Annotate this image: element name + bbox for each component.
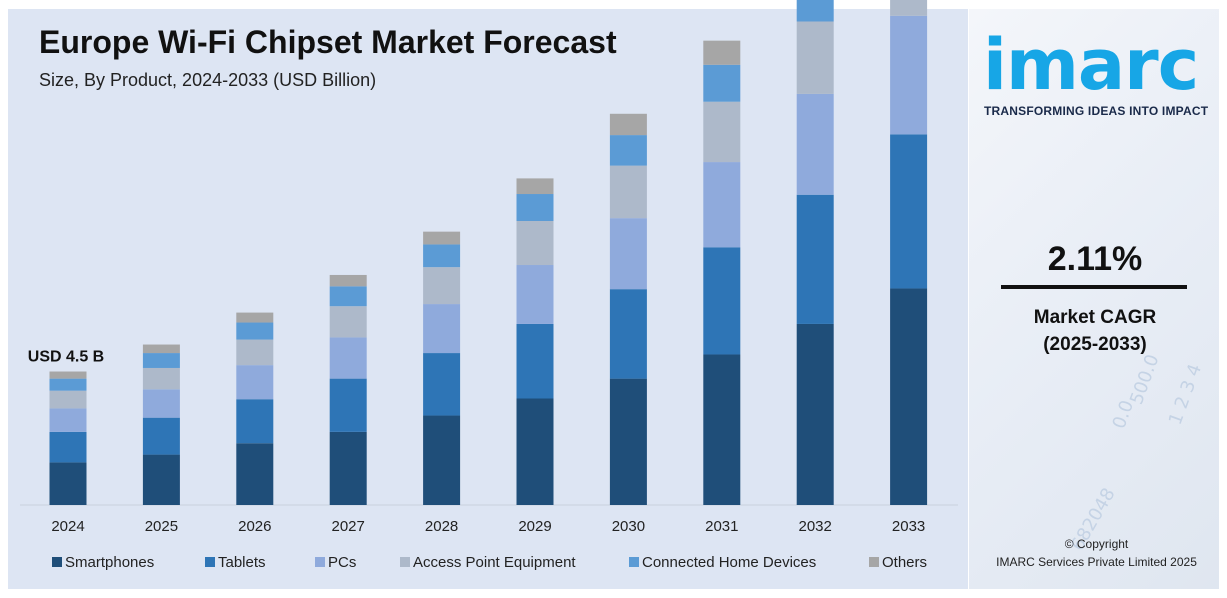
bar-segment-2032-4 (796, 0, 834, 22)
bar-segment-2026-3 (236, 339, 274, 366)
x-tick-label: 2024 (51, 518, 84, 535)
x-tick-label: 2026 (238, 518, 271, 535)
bar-segment-2028-5 (423, 231, 461, 245)
bar-segment-2025-2 (142, 389, 180, 418)
legend-label: Others (882, 554, 927, 571)
bar-segment-2024-0 (49, 462, 87, 505)
bar-segment-2025-1 (142, 417, 180, 455)
bar-segment-2026-4 (236, 322, 274, 340)
legend-swatch (869, 557, 879, 567)
bar-segment-2029-2 (516, 265, 554, 324)
bar-segment-2026-1 (236, 399, 274, 444)
bar-segment-2030-5 (609, 113, 647, 136)
legend-label: PCs (328, 554, 356, 571)
legend-swatch (629, 557, 639, 567)
decorative-number: 500.0 (1126, 351, 1164, 408)
x-tick-label: 2029 (518, 518, 551, 535)
cagr-divider (1001, 285, 1187, 289)
cagr-period: (2025-2033) (1043, 334, 1147, 355)
bar-segment-2032-0 (796, 323, 834, 505)
cagr-value: 2.11% (1047, 240, 1143, 278)
bar-segment-2025-0 (142, 454, 180, 505)
company-name: IMARC Services Private Limited 2025 (996, 555, 1197, 569)
bar-segment-2028-0 (423, 415, 461, 505)
bar-segment-2030-0 (609, 378, 647, 505)
bar-segment-2028-3 (423, 267, 461, 305)
bar-segment-2027-0 (329, 431, 367, 505)
x-tick-label: 2028 (425, 518, 458, 535)
bar-segment-2029-5 (516, 178, 554, 195)
cagr-label-text: Market CAGR (1033, 307, 1157, 328)
cagr-label: Market CAGR (2025-2033) (1000, 304, 1190, 358)
side-panel: 500.0 0.0 1 2 3 4 682048 (969, 9, 1219, 589)
bar-segment-2025-5 (142, 344, 180, 354)
bar-segment-2024-1 (49, 431, 87, 463)
bar-segment-2029-3 (516, 221, 554, 266)
x-tick-label: 2033 (892, 518, 925, 535)
bar-segment-2032-2 (796, 93, 834, 195)
bar-segment-2030-1 (609, 289, 647, 379)
decorative-number: 0.0 (1108, 397, 1139, 432)
bar-segment-2029-1 (516, 323, 554, 399)
legend-swatch (315, 557, 325, 567)
legend-swatch (52, 557, 62, 567)
bar-segment-2033-1 (890, 134, 928, 289)
x-tick-label: 2032 (799, 518, 832, 535)
x-tick-label: 2030 (612, 518, 645, 535)
legend-label: Smartphones (65, 554, 154, 571)
bar-segment-2031-1 (703, 247, 741, 355)
x-tick-label: 2025 (145, 518, 178, 535)
x-tick-label: 2027 (332, 518, 365, 535)
bar-segment-2031-2 (703, 162, 741, 248)
bar-segment-2024-2 (49, 408, 87, 432)
bar-segment-2025-4 (142, 353, 180, 368)
bar-segment-2027-1 (329, 378, 367, 432)
chart-title: Europe Wi-Fi Chipset Market Forecast (39, 24, 617, 60)
bar-segment-2028-1 (423, 353, 461, 416)
bar-segment-2025-3 (142, 367, 180, 390)
x-tick-label: 2031 (705, 518, 738, 535)
bar-segment-2027-3 (329, 306, 367, 338)
bar-segment-2027-2 (329, 337, 367, 379)
bar-segment-2026-5 (236, 312, 274, 323)
bar-segment-2032-1 (796, 194, 834, 324)
bar-segment-2026-2 (236, 365, 274, 400)
legend-swatch (205, 557, 215, 567)
bar-segment-2028-4 (423, 244, 461, 268)
legend-label: Access Point Equipment (413, 554, 576, 571)
bar-segment-2030-2 (609, 218, 647, 290)
bar-segment-2026-0 (236, 443, 274, 505)
bar-segment-2031-3 (703, 101, 741, 163)
bar-segment-2027-4 (329, 286, 367, 307)
bar-segment-2024-5 (49, 371, 87, 379)
legend-label: Connected Home Devices (642, 554, 816, 571)
imarc-logo: imarc (983, 24, 1199, 106)
bar-segment-2032-3 (796, 21, 834, 94)
legend-swatch (400, 557, 410, 567)
bar-segment-2031-5 (703, 40, 741, 65)
bar-segment-2029-4 (516, 194, 554, 221)
decorative-number: 1 2 3 4 (1164, 361, 1207, 428)
logo-tagline: TRANSFORMING IDEAS INTO IMPACT (984, 104, 1209, 118)
total-label-2024: USD 4.5 B (28, 349, 104, 366)
copyright: © Copyright (1064, 537, 1129, 551)
bar-segment-2031-4 (703, 64, 741, 102)
chart-subtitle: Size, By Product, 2024-2033 (USD Billion… (39, 70, 377, 90)
bar-segment-2024-3 (49, 390, 87, 409)
stacked-bar-chart: 2024 USD 4.5 B 2025 2026 2027 2028 2029 2030 203… (20, 0, 958, 571)
bar-segment-2033-0 (890, 288, 928, 505)
legend-label: Tablets (218, 554, 266, 571)
bar-segment-2024-4 (49, 378, 87, 391)
bar-segment-2030-3 (609, 165, 647, 219)
bar-segment-2033-3 (890, 0, 928, 16)
bar-segment-2030-4 (609, 135, 647, 166)
bar-segment-2028-2 (423, 304, 461, 354)
bar-segment-2029-0 (516, 398, 554, 505)
bar-segment-2027-5 (329, 274, 367, 287)
bar-segment-2033-2 (890, 15, 928, 135)
bar-segment-2031-0 (703, 354, 741, 505)
